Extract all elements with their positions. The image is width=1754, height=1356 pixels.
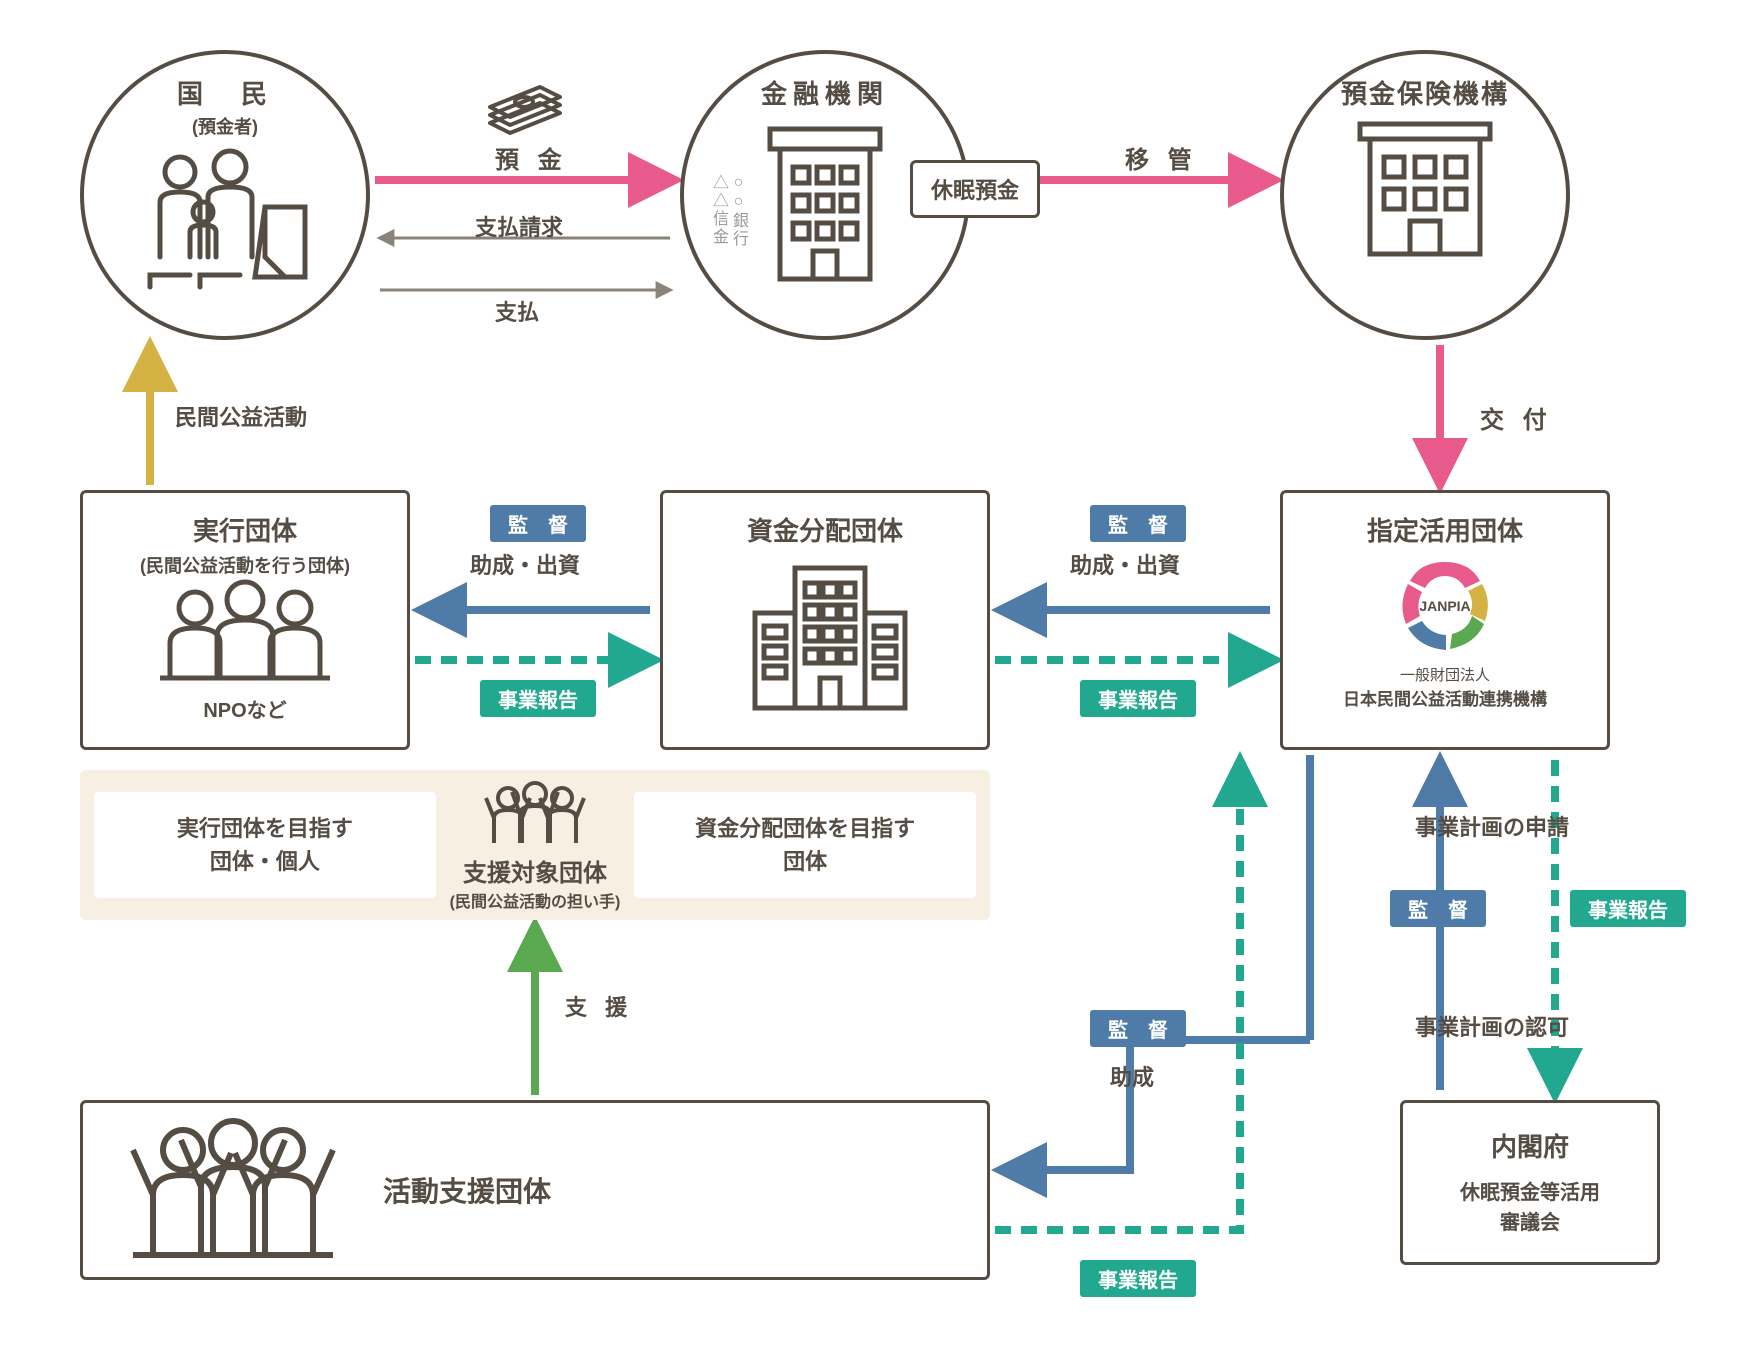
dic-title: 預金保険機構: [1341, 74, 1509, 111]
label-plan-approve: 事業計画の認可: [1415, 1010, 1569, 1042]
bank-side-text-2: △△信金: [706, 174, 730, 246]
badge-supervise-3: 監 督: [1090, 1010, 1186, 1047]
label-grant-pink: 交 付: [1480, 400, 1553, 435]
people-icon: [155, 578, 335, 688]
janpia-title: 指定活用団体: [1367, 511, 1523, 548]
exec-subtitle: (民間公益活動を行う団体): [140, 552, 350, 578]
beige-right-text: 資金分配団体を目指す団体: [695, 816, 915, 874]
node-citizen: 国 民 (預金者): [80, 50, 370, 340]
label-transfer: 移 管: [1125, 140, 1198, 175]
dic-building-icon: [1350, 119, 1500, 269]
node-janpia: 指定活用団体 JANPIA 一般財団法人 日本民間公益活動連携機構: [1280, 490, 1610, 750]
badge-report-3: 事業報告: [1080, 1260, 1196, 1297]
bank-title: 金融機関: [761, 74, 889, 111]
cabinet-title: 内閣府: [1423, 1127, 1637, 1164]
janpia-org-line2: 日本民間公益活動連携機構: [1343, 685, 1547, 710]
label-support: 支 援: [565, 990, 633, 1022]
badge-report-1: 事業報告: [480, 680, 596, 717]
exec-footer: NPOなど: [203, 694, 286, 723]
janpia-logo-icon: JANPIA: [1390, 556, 1500, 656]
beige-left-text: 実行団体を目指す団体・個人: [177, 816, 353, 874]
support-people-icon: [480, 778, 590, 848]
support-center-group: 支援対象団体 (民間公益活動の担い手): [450, 778, 621, 912]
label-grant-invest-1: 助成・出資: [470, 548, 580, 580]
node-dic: 預金保険機構: [1280, 50, 1570, 340]
node-activity-support: 活動支援団体: [80, 1100, 990, 1280]
badge-report-4: 事業報告: [1570, 890, 1686, 927]
badge-supervise-2: 監 督: [1090, 505, 1186, 542]
badge-supervise-1: 監 督: [490, 505, 586, 542]
dist-title: 資金分配団体: [747, 511, 903, 548]
family-icon: [130, 147, 320, 297]
label-deposit: 預 金: [495, 140, 568, 175]
dist-building-icon: [740, 558, 910, 718]
label-grant-invest-2: 助成・出資: [1070, 548, 1180, 580]
node-exec: 実行団体 (民間公益活動を行う団体) NPOなど: [80, 490, 410, 750]
support-center-title: 支援対象団体: [450, 853, 621, 888]
label-pay: 支払: [495, 295, 539, 327]
node-dist: 資金分配団体: [660, 490, 990, 750]
node-cabinet: 内閣府 休眠預金等活用審議会: [1400, 1100, 1660, 1265]
dormant-deposit-badge: 休眠預金: [910, 160, 1040, 218]
beige-left-box: 実行団体を目指す団体・個人: [94, 792, 436, 898]
citizen-subtitle: (預金者): [192, 113, 258, 139]
janpia-org-line1: 一般財団法人: [1400, 664, 1490, 685]
badge-supervise-4: 監 督: [1390, 890, 1486, 927]
money-icon: [480, 65, 570, 135]
beige-right-box: 資金分配団体を目指す団体: [634, 792, 976, 898]
bank-building-icon: [755, 119, 895, 289]
badge-report-2: 事業報告: [1080, 680, 1196, 717]
label-pay-request: 支払請求: [475, 210, 563, 242]
label-civic-activity: 民間公益活動: [175, 400, 307, 432]
flowchart-root: 国 民 (預金者) 金融機関 ○○銀行 △△信金: [0, 0, 1754, 1356]
support-center-subtitle: (民間公益活動の担い手): [450, 888, 621, 912]
activity-people-icon: [123, 1115, 343, 1265]
beige-wrap: 実行団体を目指す団体・個人 支援対象団体 (民間公益活動の担い手) 資金分配団体…: [80, 770, 990, 920]
label-plan-apply: 事業計画の申請: [1415, 810, 1569, 842]
citizen-title: 国 民: [177, 74, 273, 111]
label-grant: 助成: [1110, 1060, 1154, 1092]
janpia-logo-text: JANPIA: [1419, 598, 1470, 614]
cabinet-subtitle: 休眠預金等活用審議会: [1423, 1178, 1637, 1238]
exec-title: 実行団体: [193, 511, 297, 548]
activity-support-title: 活動支援団体: [383, 1170, 551, 1210]
